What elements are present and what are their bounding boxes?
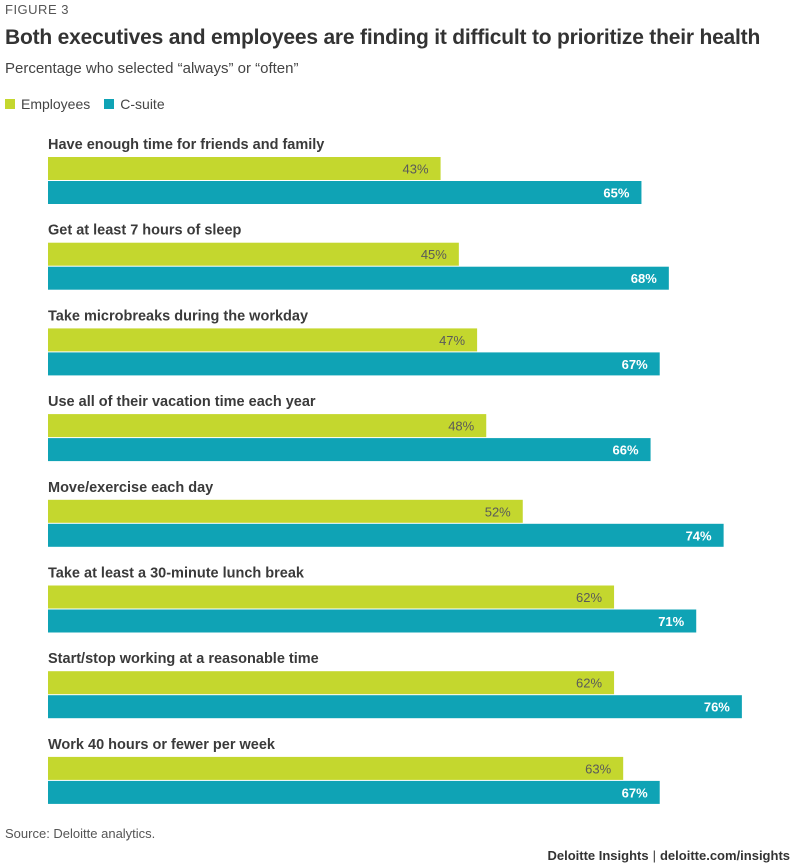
category-label: Move/exercise each day (48, 480, 213, 496)
legend: Employees C-suite (5, 96, 179, 112)
data-label-csuite: 66% (613, 443, 639, 458)
bar-csuite (48, 181, 642, 204)
legend-label-employees: Employees (21, 96, 91, 112)
data-label-employees: 62% (576, 676, 602, 691)
chart-subtitle: Percentage who selected “always” or “oft… (5, 60, 299, 77)
bar-employees (48, 242, 459, 266)
data-label-employees: 45% (421, 247, 447, 262)
data-label-employees: 52% (485, 504, 511, 519)
legend-label-csuite: C-suite (120, 96, 165, 112)
data-label-employees: 62% (576, 590, 602, 605)
data-label-employees: 48% (448, 419, 474, 434)
bar-employees (48, 499, 523, 523)
legend-item-csuite: C-suite (104, 96, 165, 112)
legend-item-employees: Employees (5, 96, 90, 112)
category-label: Take at least a 30-minute lunch break (48, 566, 305, 582)
bar-csuite (48, 780, 660, 804)
data-label-csuite: 76% (704, 700, 730, 715)
data-label-employees: 43% (403, 162, 429, 177)
category-label: Use all of their vacation time each year (48, 394, 316, 410)
footer-brand: Deloitte Insights (547, 848, 649, 863)
bar-csuite (48, 352, 660, 376)
bar-csuite (48, 523, 724, 547)
legend-swatch-employees (5, 99, 15, 109)
data-label-employees: 63% (585, 761, 611, 776)
data-label-csuite: 71% (658, 614, 684, 629)
data-label-employees: 47% (439, 333, 465, 348)
data-label-csuite: 65% (603, 186, 629, 201)
footer-site[interactable]: deloitte.com/insights (659, 848, 790, 863)
category-label: Take microbreaks during the workday (48, 308, 308, 324)
footer: Deloitte Insights | deloitte.com/insights (547, 848, 790, 863)
figure-label: FIGURE 3 (5, 2, 69, 17)
bar-csuite (48, 438, 651, 462)
data-label-csuite: 74% (686, 528, 712, 543)
bar-employees (48, 585, 615, 609)
bar-chart: Have enough time for friends and family 4… (48, 137, 742, 804)
bar-csuite (48, 266, 669, 290)
footer-separator: | (652, 848, 656, 863)
bar-employees (48, 414, 487, 438)
data-label-csuite: 67% (622, 357, 648, 372)
legend-swatch-csuite (104, 99, 115, 109)
category-label: Get at least 7 hours of sleep (48, 223, 242, 239)
data-label-csuite: 67% (622, 785, 648, 800)
category-label: Have enough time for friends and family (48, 137, 324, 153)
bar-csuite (48, 695, 742, 719)
source-note: Source: Deloitte analytics. (5, 826, 156, 841)
bar-employees (48, 157, 441, 180)
bar-employees (48, 756, 624, 780)
category-label: Work 40 hours or fewer per week (48, 737, 276, 753)
chart-title: Both executives and employees are findin… (5, 26, 761, 49)
bar-csuite (48, 609, 697, 633)
category-label: Start/stop working at a reasonable time (48, 651, 319, 667)
bar-employees (48, 671, 615, 695)
data-label-csuite: 68% (631, 271, 657, 286)
bar-employees (48, 328, 478, 352)
